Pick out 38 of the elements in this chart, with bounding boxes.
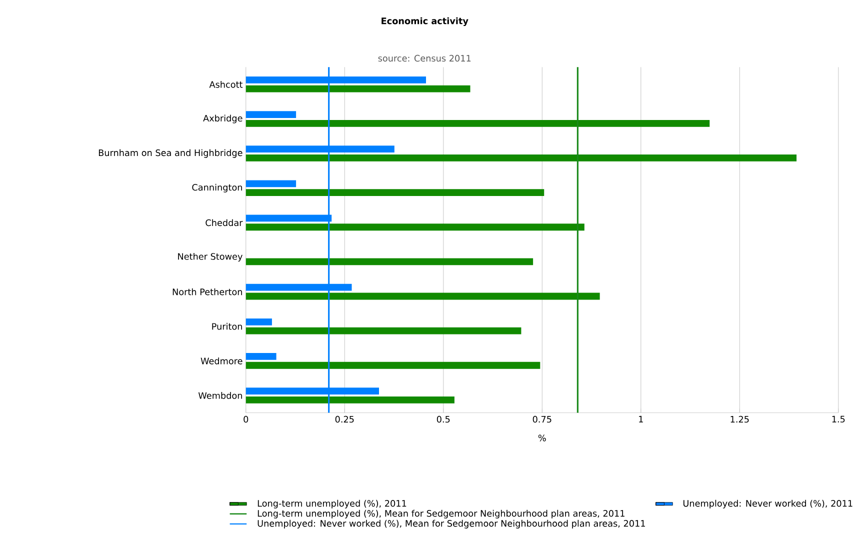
bar <box>246 318 272 326</box>
bar <box>246 189 544 196</box>
y-tick-label: Puriton <box>212 322 242 330</box>
bar <box>246 353 276 360</box>
y-tick-label: Wembdon <box>198 392 242 399</box>
bar <box>246 120 710 127</box>
legend-label: Long-term unemployed (%), 2011 <box>258 500 406 508</box>
x-tick-label: 0 <box>244 416 248 423</box>
x-tick-label: 0.25 <box>335 416 354 423</box>
y-tick-label: Nether Stowey <box>178 252 242 262</box>
x-tick-label: 1.25 <box>730 416 749 423</box>
y-tick-label: North Petherton <box>172 288 242 296</box>
y-tick-label: Burnham on Sea and Highbridge <box>98 149 242 158</box>
bar <box>246 180 296 188</box>
y-tick-label: Axbridge <box>203 114 242 124</box>
bar <box>246 111 296 118</box>
y-tick-label: Cheddar <box>206 219 243 226</box>
chart-title: Economic activity <box>382 17 468 26</box>
x-tick-label: 1.5 <box>832 416 845 423</box>
chart-subtitle: source: Census 2011 <box>378 54 471 62</box>
bar <box>246 327 522 334</box>
bar <box>246 85 470 92</box>
x-tick-label: 0.75 <box>532 416 552 423</box>
x-tick-label: 0.5 <box>436 416 450 423</box>
bar <box>246 258 534 266</box>
bar <box>246 396 454 404</box>
bar <box>246 362 540 369</box>
bar <box>246 154 797 162</box>
y-tick-label: Wedmore <box>200 358 242 364</box>
y-tick-label: Ashcott <box>209 81 243 88</box>
x-axis-title: % <box>538 434 546 442</box>
legend-label: Unemployed: Never worked (%), Mean for Sedgemoor Neighbourhood plan areas, 2011 <box>258 520 645 528</box>
y-tick-label: Cannington <box>192 184 242 192</box>
legend-label: Unemployed: Never worked (%), 2011 <box>683 500 852 508</box>
x-tick-label: 1 <box>639 416 643 422</box>
bar <box>246 292 600 300</box>
bar <box>246 224 584 231</box>
legend-label: Long-term unemployed (%), Mean for Sedgemoor Neighbourhood plan areas, 2011 <box>258 510 624 518</box>
